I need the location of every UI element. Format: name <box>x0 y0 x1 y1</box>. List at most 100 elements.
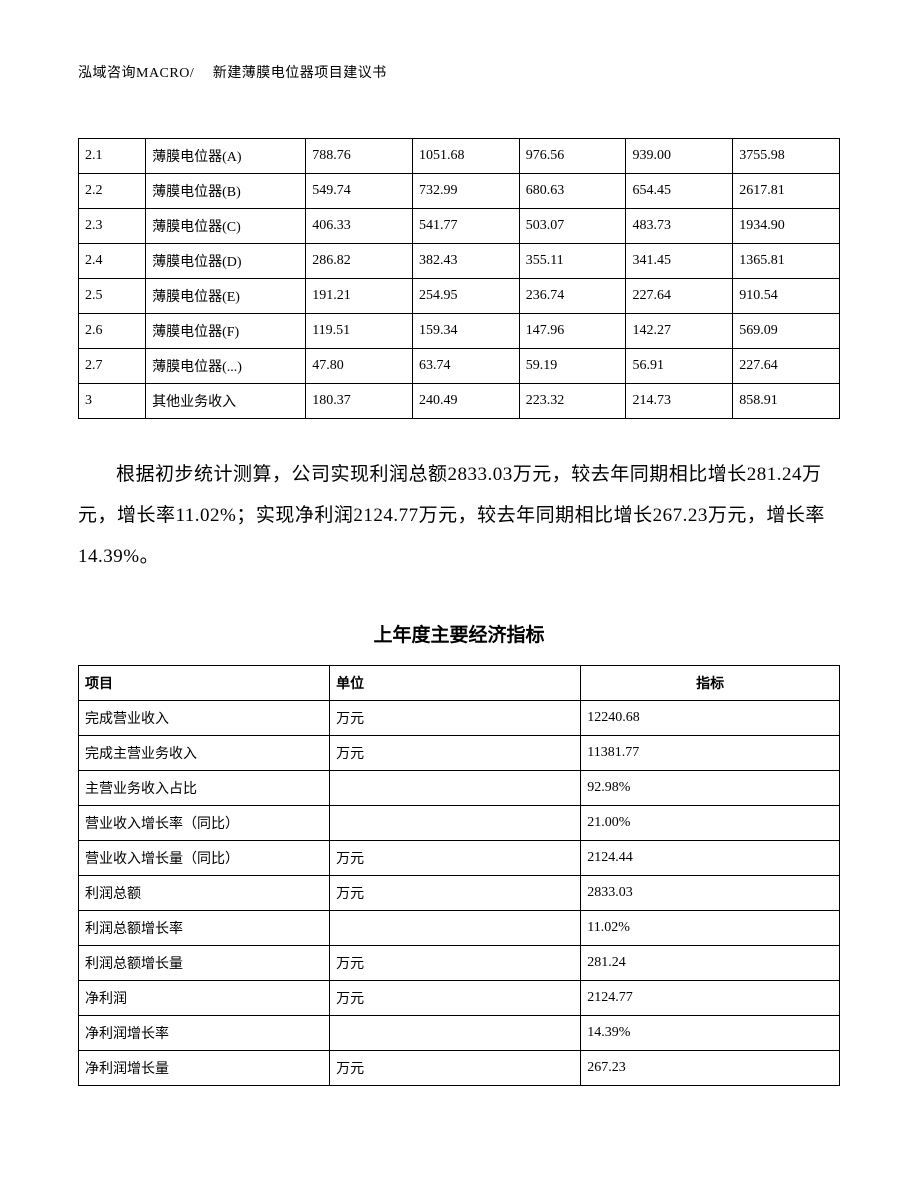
table-row: 利润总额增长量 万元 281.24 <box>79 945 840 980</box>
cell: 382.43 <box>412 244 519 279</box>
table-row: 完成营业收入 万元 12240.68 <box>79 700 840 735</box>
cell: 2617.81 <box>733 174 840 209</box>
header-text: 泓域咨询MACRO/ 新建薄膜电位器项目建议书 <box>78 66 387 81</box>
cell: 净利润增长量 <box>79 1050 330 1085</box>
col-header: 单位 <box>330 665 581 700</box>
cell: 万元 <box>330 980 581 1015</box>
cell: 2.6 <box>79 314 146 349</box>
cell: 569.09 <box>733 314 840 349</box>
cell: 47.80 <box>306 349 413 384</box>
cell: 732.99 <box>412 174 519 209</box>
cell: 2833.03 <box>581 875 840 910</box>
table-row: 营业收入增长量（同比） 万元 2124.44 <box>79 840 840 875</box>
table-row: 3 其他业务收入 180.37 240.49 223.32 214.73 858… <box>79 384 840 419</box>
cell: 147.96 <box>519 314 626 349</box>
cell: 营业收入增长量（同比） <box>79 840 330 875</box>
cell: 788.76 <box>306 139 413 174</box>
cell: 万元 <box>330 700 581 735</box>
cell: 1365.81 <box>733 244 840 279</box>
cell: 92.98% <box>581 770 840 805</box>
cell: 341.45 <box>626 244 733 279</box>
cell: 完成主营业务收入 <box>79 735 330 770</box>
table-row: 营业收入增长率（同比） 21.00% <box>79 805 840 840</box>
cell: 2.7 <box>79 349 146 384</box>
cell: 56.91 <box>626 349 733 384</box>
cell: 3 <box>79 384 146 419</box>
cell: 976.56 <box>519 139 626 174</box>
table-row: 2.6 薄膜电位器(F) 119.51 159.34 147.96 142.27… <box>79 314 840 349</box>
cell: 2.2 <box>79 174 146 209</box>
cell: 12240.68 <box>581 700 840 735</box>
cell: 其他业务收入 <box>146 384 306 419</box>
cell: 63.74 <box>412 349 519 384</box>
cell: 267.23 <box>581 1050 840 1085</box>
cell: 281.24 <box>581 945 840 980</box>
cell: 910.54 <box>733 279 840 314</box>
cell: 万元 <box>330 735 581 770</box>
cell: 14.39% <box>581 1015 840 1050</box>
cell: 薄膜电位器(F) <box>146 314 306 349</box>
table-row: 净利润增长率 14.39% <box>79 1015 840 1050</box>
table-row: 完成主营业务收入 万元 11381.77 <box>79 735 840 770</box>
product-revenue-table: 2.1 薄膜电位器(A) 788.76 1051.68 976.56 939.0… <box>78 138 840 419</box>
cell: 2.4 <box>79 244 146 279</box>
cell: 1051.68 <box>412 139 519 174</box>
col-header: 指标 <box>581 665 840 700</box>
cell: 180.37 <box>306 384 413 419</box>
cell: 939.00 <box>626 139 733 174</box>
cell: 858.91 <box>733 384 840 419</box>
cell: 680.63 <box>519 174 626 209</box>
cell: 119.51 <box>306 314 413 349</box>
table-row: 2.3 薄膜电位器(C) 406.33 541.77 503.07 483.73… <box>79 209 840 244</box>
cell <box>330 1015 581 1050</box>
table-row: 2.5 薄膜电位器(E) 191.21 254.95 236.74 227.64… <box>79 279 840 314</box>
section-title: 上年度主要经济指标 <box>78 620 840 647</box>
table-row: 利润总额 万元 2833.03 <box>79 875 840 910</box>
cell: 355.11 <box>519 244 626 279</box>
table-row: 2.4 薄膜电位器(D) 286.82 382.43 355.11 341.45… <box>79 244 840 279</box>
cell: 2124.77 <box>581 980 840 1015</box>
cell: 549.74 <box>306 174 413 209</box>
cell: 142.27 <box>626 314 733 349</box>
cell: 主营业务收入占比 <box>79 770 330 805</box>
cell: 483.73 <box>626 209 733 244</box>
cell: 2.3 <box>79 209 146 244</box>
cell: 3755.98 <box>733 139 840 174</box>
cell: 21.00% <box>581 805 840 840</box>
cell: 薄膜电位器(...) <box>146 349 306 384</box>
cell: 利润总额增长率 <box>79 910 330 945</box>
cell: 227.64 <box>733 349 840 384</box>
cell: 2124.44 <box>581 840 840 875</box>
cell: 利润总额增长量 <box>79 945 330 980</box>
cell <box>330 770 581 805</box>
cell: 59.19 <box>519 349 626 384</box>
cell: 薄膜电位器(E) <box>146 279 306 314</box>
cell: 万元 <box>330 875 581 910</box>
cell: 223.32 <box>519 384 626 419</box>
cell: 薄膜电位器(D) <box>146 244 306 279</box>
table2-head: 项目 单位 指标 <box>79 665 840 700</box>
cell: 1934.90 <box>733 209 840 244</box>
cell: 214.73 <box>626 384 733 419</box>
table1-body: 2.1 薄膜电位器(A) 788.76 1051.68 976.56 939.0… <box>79 139 840 419</box>
cell: 利润总额 <box>79 875 330 910</box>
cell: 万元 <box>330 840 581 875</box>
cell <box>330 910 581 945</box>
table-row: 利润总额增长率 11.02% <box>79 910 840 945</box>
cell: 654.45 <box>626 174 733 209</box>
cell: 营业收入增长率（同比） <box>79 805 330 840</box>
cell: 159.34 <box>412 314 519 349</box>
cell: 万元 <box>330 1050 581 1085</box>
cell: 236.74 <box>519 279 626 314</box>
cell: 541.77 <box>412 209 519 244</box>
table-row: 主营业务收入占比 92.98% <box>79 770 840 805</box>
cell: 503.07 <box>519 209 626 244</box>
cell: 11381.77 <box>581 735 840 770</box>
cell: 完成营业收入 <box>79 700 330 735</box>
cell: 2.1 <box>79 139 146 174</box>
table-row: 净利润增长量 万元 267.23 <box>79 1050 840 1085</box>
summary-paragraph: 根据初步统计测算，公司实现利润总额2833.03万元，较去年同期相比增长281.… <box>78 455 840 578</box>
table2-body: 完成营业收入 万元 12240.68 完成主营业务收入 万元 11381.77 … <box>79 700 840 1085</box>
cell: 227.64 <box>626 279 733 314</box>
cell: 406.33 <box>306 209 413 244</box>
